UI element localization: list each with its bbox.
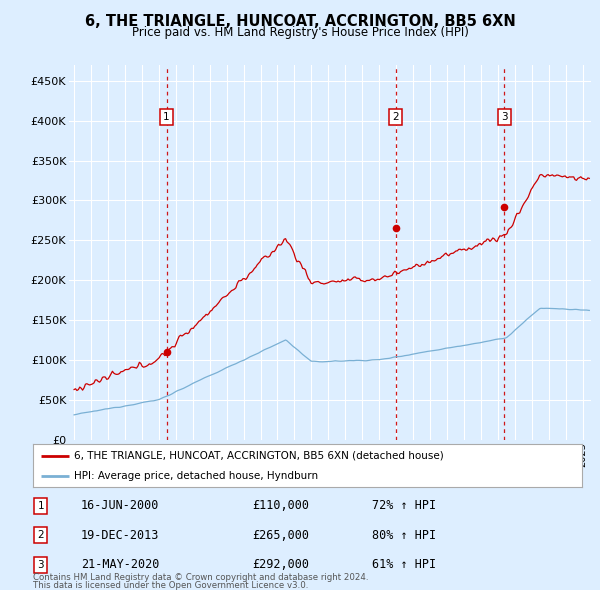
Text: 80% ↑ HPI: 80% ↑ HPI (372, 529, 436, 542)
Text: Price paid vs. HM Land Registry's House Price Index (HPI): Price paid vs. HM Land Registry's House … (131, 26, 469, 39)
Text: 6, THE TRIANGLE, HUNCOAT, ACCRINGTON, BB5 6XN (detached house): 6, THE TRIANGLE, HUNCOAT, ACCRINGTON, BB… (74, 451, 444, 461)
Text: £110,000: £110,000 (252, 499, 309, 512)
Text: 2: 2 (37, 530, 44, 540)
Text: 1: 1 (163, 112, 170, 122)
Text: This data is licensed under the Open Government Licence v3.0.: This data is licensed under the Open Gov… (33, 581, 308, 590)
Text: Contains HM Land Registry data © Crown copyright and database right 2024.: Contains HM Land Registry data © Crown c… (33, 572, 368, 582)
Text: 72% ↑ HPI: 72% ↑ HPI (372, 499, 436, 512)
Text: 3: 3 (501, 112, 508, 122)
Text: HPI: Average price, detached house, Hyndburn: HPI: Average price, detached house, Hynd… (74, 471, 319, 481)
Text: £265,000: £265,000 (252, 529, 309, 542)
Text: 19-DEC-2013: 19-DEC-2013 (81, 529, 160, 542)
Text: 16-JUN-2000: 16-JUN-2000 (81, 499, 160, 512)
Text: 6, THE TRIANGLE, HUNCOAT, ACCRINGTON, BB5 6XN: 6, THE TRIANGLE, HUNCOAT, ACCRINGTON, BB… (85, 14, 515, 30)
Text: 2: 2 (392, 112, 399, 122)
Text: 1: 1 (37, 501, 44, 510)
Text: £292,000: £292,000 (252, 558, 309, 571)
Text: 21-MAY-2020: 21-MAY-2020 (81, 558, 160, 571)
Text: 61% ↑ HPI: 61% ↑ HPI (372, 558, 436, 571)
Text: 3: 3 (37, 560, 44, 569)
